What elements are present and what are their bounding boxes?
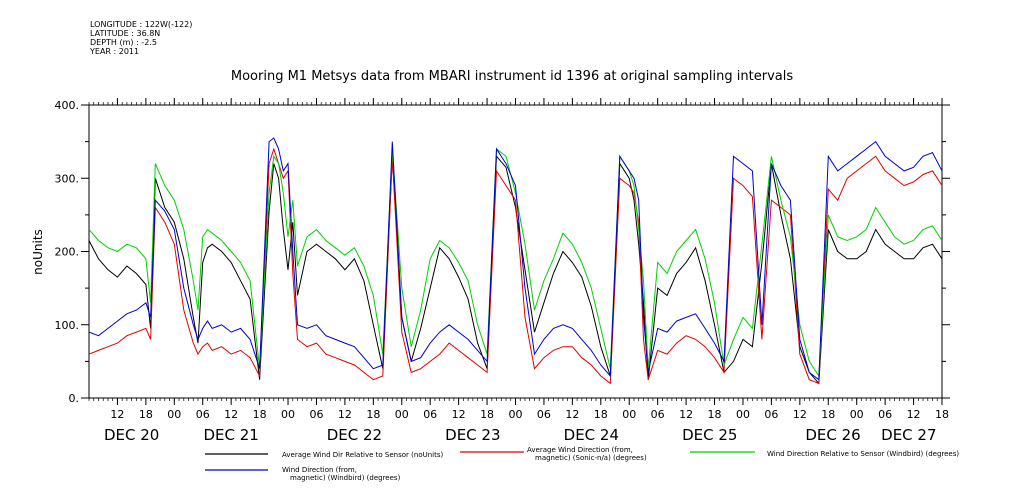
day-label: DEC 21 xyxy=(203,426,258,444)
day-label: DEC 27 xyxy=(881,426,936,444)
day-label: DEC 22 xyxy=(327,426,382,444)
series-line-3 xyxy=(89,148,942,378)
day-label: DEC 26 xyxy=(805,426,860,444)
y-axis-label: noUnits xyxy=(31,229,45,275)
metadata-block: LONGITUDE : 122W(-122) LATITUDE : 36.8N … xyxy=(90,20,192,56)
x-tick-label: 12 xyxy=(224,408,238,421)
year-text: YEAR : 2011 xyxy=(90,47,140,56)
legend-label: Average Wind Dir Relative to Sensor (noU… xyxy=(282,451,443,459)
x-tick-label: 12 xyxy=(565,408,579,421)
legend-label: Average Wind Direction (from, magnetic) (… xyxy=(527,446,647,462)
legend-label: Wind Direction Relative to Sensor (Windb… xyxy=(767,450,959,458)
y-tick-label: 0. xyxy=(69,392,80,405)
longitude-text: LONGITUDE : 122W(-122) xyxy=(90,20,193,29)
x-tick-label: 06 xyxy=(423,408,437,421)
latitude-text: LATITUDE : 36.8N xyxy=(90,29,161,38)
x-tick-label: 06 xyxy=(196,408,210,421)
series-line-4 xyxy=(89,137,942,381)
x-tick-label: 12 xyxy=(907,408,921,421)
x-tick-label: 12 xyxy=(452,408,466,421)
day-label: DEC 23 xyxy=(445,426,500,444)
x-tick-label: 18 xyxy=(594,408,608,421)
x-tick-label: 00 xyxy=(167,408,181,421)
x-tick-label: 18 xyxy=(935,408,949,421)
x-tick-label: 18 xyxy=(139,408,153,421)
x-tick-label: 12 xyxy=(793,408,807,421)
x-tick-label: 18 xyxy=(821,408,835,421)
x-tick-label: 00 xyxy=(850,408,864,421)
x-tick-label: 06 xyxy=(537,408,551,421)
x-tick-label: 00 xyxy=(395,408,409,421)
day-label: DEC 20 xyxy=(104,426,159,444)
x-tick-label: 18 xyxy=(366,408,380,421)
day-label: DEC 24 xyxy=(564,426,619,444)
series-line-2 xyxy=(89,147,942,385)
y-tick-label: 100. xyxy=(55,319,80,332)
x-tick-label: 06 xyxy=(764,408,778,421)
x-tick-label: 18 xyxy=(708,408,722,421)
y-tick-label: 200. xyxy=(55,246,80,259)
legend-label: Wind Direction (from, magnetic) (Windbird… xyxy=(282,466,401,482)
x-tick-label: 12 xyxy=(679,408,693,421)
y-tick-label: 300. xyxy=(55,172,80,185)
x-tick-label: 12 xyxy=(110,408,124,421)
x-tick-label: 00 xyxy=(736,408,750,421)
chart-title: Mooring M1 Metsys data from MBARI instru… xyxy=(231,69,793,84)
x-tick-label: 00 xyxy=(509,408,523,421)
x-tick-label: 00 xyxy=(622,408,636,421)
x-tick-label: 18 xyxy=(480,408,494,421)
depth-text: DEPTH (m) : -2.5 xyxy=(90,38,157,47)
x-tick-label: 06 xyxy=(651,408,665,421)
plot-frame xyxy=(88,104,943,399)
y-tick-label: 400. xyxy=(55,99,80,112)
x-tick-label: 12 xyxy=(338,408,352,421)
day-label: DEC 25 xyxy=(682,426,737,444)
x-tick-label: 18 xyxy=(253,408,267,421)
x-tick-label: 06 xyxy=(878,408,892,421)
x-tick-label: 06 xyxy=(309,408,323,421)
x-tick-label: 00 xyxy=(281,408,295,421)
